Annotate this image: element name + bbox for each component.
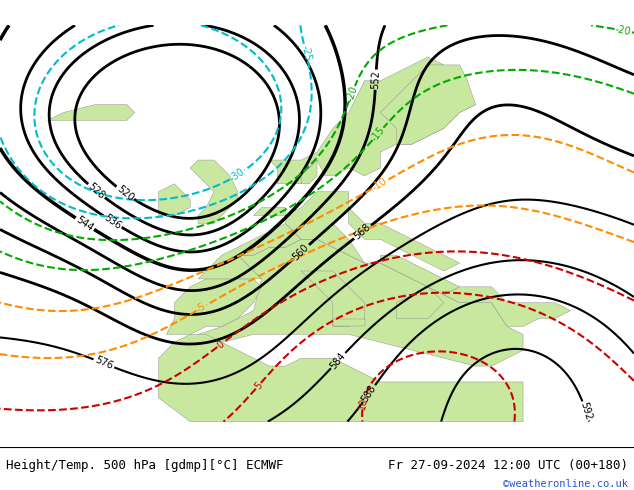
Text: 0: 0 <box>215 339 226 350</box>
Text: 560: 560 <box>291 242 311 262</box>
Text: 10: 10 <box>358 396 370 410</box>
Text: 528: 528 <box>86 181 107 201</box>
Text: -15: -15 <box>369 124 387 143</box>
Text: -25: -25 <box>300 44 313 62</box>
Text: Height/Temp. 500 hPa [gdmp][°C] ECMWF: Height/Temp. 500 hPa [gdmp][°C] ECMWF <box>6 459 284 472</box>
Text: 5: 5 <box>252 380 264 392</box>
Text: ©weatheronline.co.uk: ©weatheronline.co.uk <box>503 479 628 489</box>
Text: 568: 568 <box>353 222 373 242</box>
Text: 520: 520 <box>115 183 136 203</box>
Text: 576: 576 <box>93 355 114 372</box>
Text: -20: -20 <box>345 84 359 102</box>
Text: 536: 536 <box>102 212 123 231</box>
Text: -20: -20 <box>614 24 632 37</box>
Text: 552: 552 <box>370 70 381 89</box>
Text: 588: 588 <box>360 383 378 404</box>
Text: -10: -10 <box>370 176 389 193</box>
Text: -30: -30 <box>228 167 247 184</box>
Text: -5: -5 <box>195 301 208 315</box>
Text: 544: 544 <box>74 214 95 233</box>
Text: 592: 592 <box>578 401 593 421</box>
Text: 584: 584 <box>328 350 348 371</box>
Text: Fr 27-09-2024 12:00 UTC (00+180): Fr 27-09-2024 12:00 UTC (00+180) <box>387 459 628 472</box>
